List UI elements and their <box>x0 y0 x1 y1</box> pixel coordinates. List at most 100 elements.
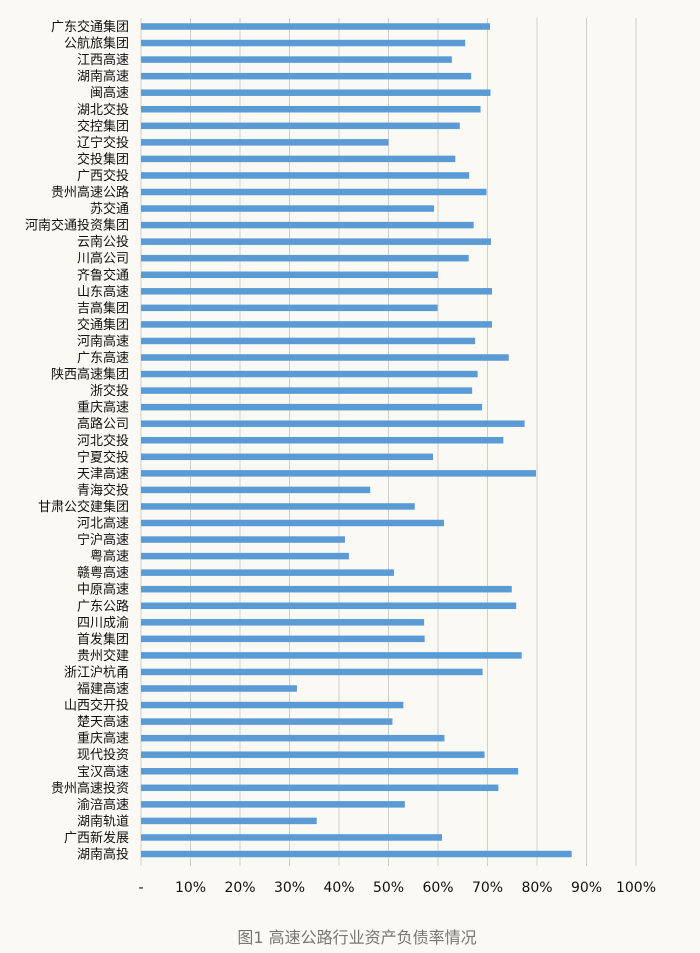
category-label: 福建高速 <box>77 681 129 697</box>
category-label: 齐鲁交通 <box>77 267 129 283</box>
bar <box>141 751 485 758</box>
x-tick-label: 50% <box>373 880 404 896</box>
category-label: 吉高集团 <box>77 300 129 316</box>
bar <box>141 238 491 245</box>
category-label: 交投集团 <box>77 151 129 167</box>
category-label: 广西交投 <box>77 168 129 184</box>
bar <box>141 288 492 295</box>
bar <box>141 685 297 692</box>
bar <box>141 519 444 527</box>
bar <box>141 834 442 841</box>
category-label: 河南高速 <box>77 333 129 349</box>
bar <box>141 569 394 576</box>
category-label: 重庆高速 <box>77 400 129 416</box>
category-label: 现代投资 <box>77 747 129 763</box>
bar <box>141 453 434 461</box>
bar <box>141 470 537 477</box>
bar <box>141 585 512 593</box>
bar <box>141 784 499 792</box>
category-label: 楚天高速 <box>77 714 129 730</box>
bar <box>141 437 504 444</box>
x-tick-label: 60% <box>422 880 453 896</box>
bar <box>141 321 492 328</box>
bar <box>141 619 425 626</box>
bar <box>141 304 438 312</box>
bar <box>141 254 469 262</box>
category-label: 宝汉高速 <box>77 764 129 780</box>
category-label: 广东公路 <box>77 598 129 614</box>
x-tick-label: 10% <box>175 880 206 896</box>
category-label: 浙江沪杭甬 <box>64 664 129 680</box>
category-label: 闽高速 <box>90 85 129 101</box>
category-label: 山西交开投 <box>64 698 129 714</box>
x-tick-label: 30% <box>274 880 305 896</box>
bar <box>141 271 438 278</box>
bar <box>141 668 483 676</box>
category-label: 中原高速 <box>77 582 129 598</box>
bar <box>141 503 415 510</box>
bar <box>141 72 472 80</box>
category-label: 江西高速 <box>77 52 129 68</box>
x-tick-label: 40% <box>323 880 354 896</box>
category-label: 首发集团 <box>77 631 129 647</box>
bar <box>141 221 474 229</box>
category-label: 天津高速 <box>77 466 129 482</box>
category-label: 河北交投 <box>77 433 129 449</box>
x-tick-label: - <box>138 880 143 896</box>
x-tick-label: 20% <box>224 880 255 896</box>
category-label: 青海交投 <box>77 482 129 498</box>
category-label: 贵州高速投资 <box>51 780 129 796</box>
category-label: 四川成渝 <box>77 615 129 631</box>
category-label: 苏交通 <box>90 201 129 217</box>
category-label: 湖南高投 <box>77 847 129 863</box>
bar <box>141 188 487 196</box>
x-tick-labels: - 10% 20% 30% 40% 50% 60% 70% 80% 90% 100% <box>138 880 656 896</box>
bar <box>141 701 404 709</box>
category-label: 湖南高速 <box>77 69 129 85</box>
category-label: 浙交投 <box>90 383 129 399</box>
category-label: 宁夏交投 <box>77 449 129 465</box>
bar <box>141 403 483 411</box>
bar <box>141 635 425 643</box>
category-label: 甘肃公交建集团 <box>38 499 129 515</box>
category-label: 辽宁交投 <box>77 135 129 151</box>
category-label: 宁沪高速 <box>77 532 129 548</box>
bar <box>141 89 491 96</box>
bar <box>141 387 473 394</box>
bar <box>141 354 509 361</box>
category-label: 贵州高速公路 <box>51 185 129 201</box>
category-label: 重庆高速 <box>77 731 129 747</box>
chart-caption: 图1 高速公路行业资产负债率情况 <box>237 928 476 947</box>
x-tick-label: 80% <box>521 880 552 896</box>
category-label: 高路公司 <box>77 416 129 432</box>
bars <box>141 23 572 858</box>
bar <box>141 56 452 63</box>
bar <box>141 122 460 130</box>
x-tick-label: 100% <box>616 880 656 896</box>
category-label: 粤高速 <box>90 549 129 565</box>
category-label: 山东高速 <box>77 284 129 300</box>
bar <box>141 139 389 146</box>
bar <box>141 39 466 47</box>
category-label: 交控集团 <box>77 118 129 134</box>
category-label: 河北高速 <box>77 516 129 532</box>
bar <box>141 718 393 725</box>
bar <box>141 155 456 163</box>
bar <box>141 652 522 659</box>
bar <box>141 337 476 345</box>
category-label: 河南交通投资集团 <box>25 218 129 234</box>
category-label: 公航旅集团 <box>64 36 129 52</box>
category-label: 湖南轨道 <box>77 813 129 829</box>
x-tick-label: 70% <box>472 880 503 896</box>
bar <box>141 486 371 494</box>
category-label: 云南公投 <box>77 234 129 250</box>
bar <box>141 106 481 113</box>
category-labels: 广东交通集团公航旅集团江西高速湖南高速闽高速湖北交投交控集团辽宁交投交投集团广西… <box>25 19 129 863</box>
bar <box>141 768 519 775</box>
bar <box>141 420 525 427</box>
category-label: 湖北交投 <box>77 102 129 118</box>
bar <box>141 850 572 858</box>
category-label: 赣粤高速 <box>77 565 129 581</box>
bar <box>141 205 435 212</box>
x-tick-label: 90% <box>571 880 602 896</box>
